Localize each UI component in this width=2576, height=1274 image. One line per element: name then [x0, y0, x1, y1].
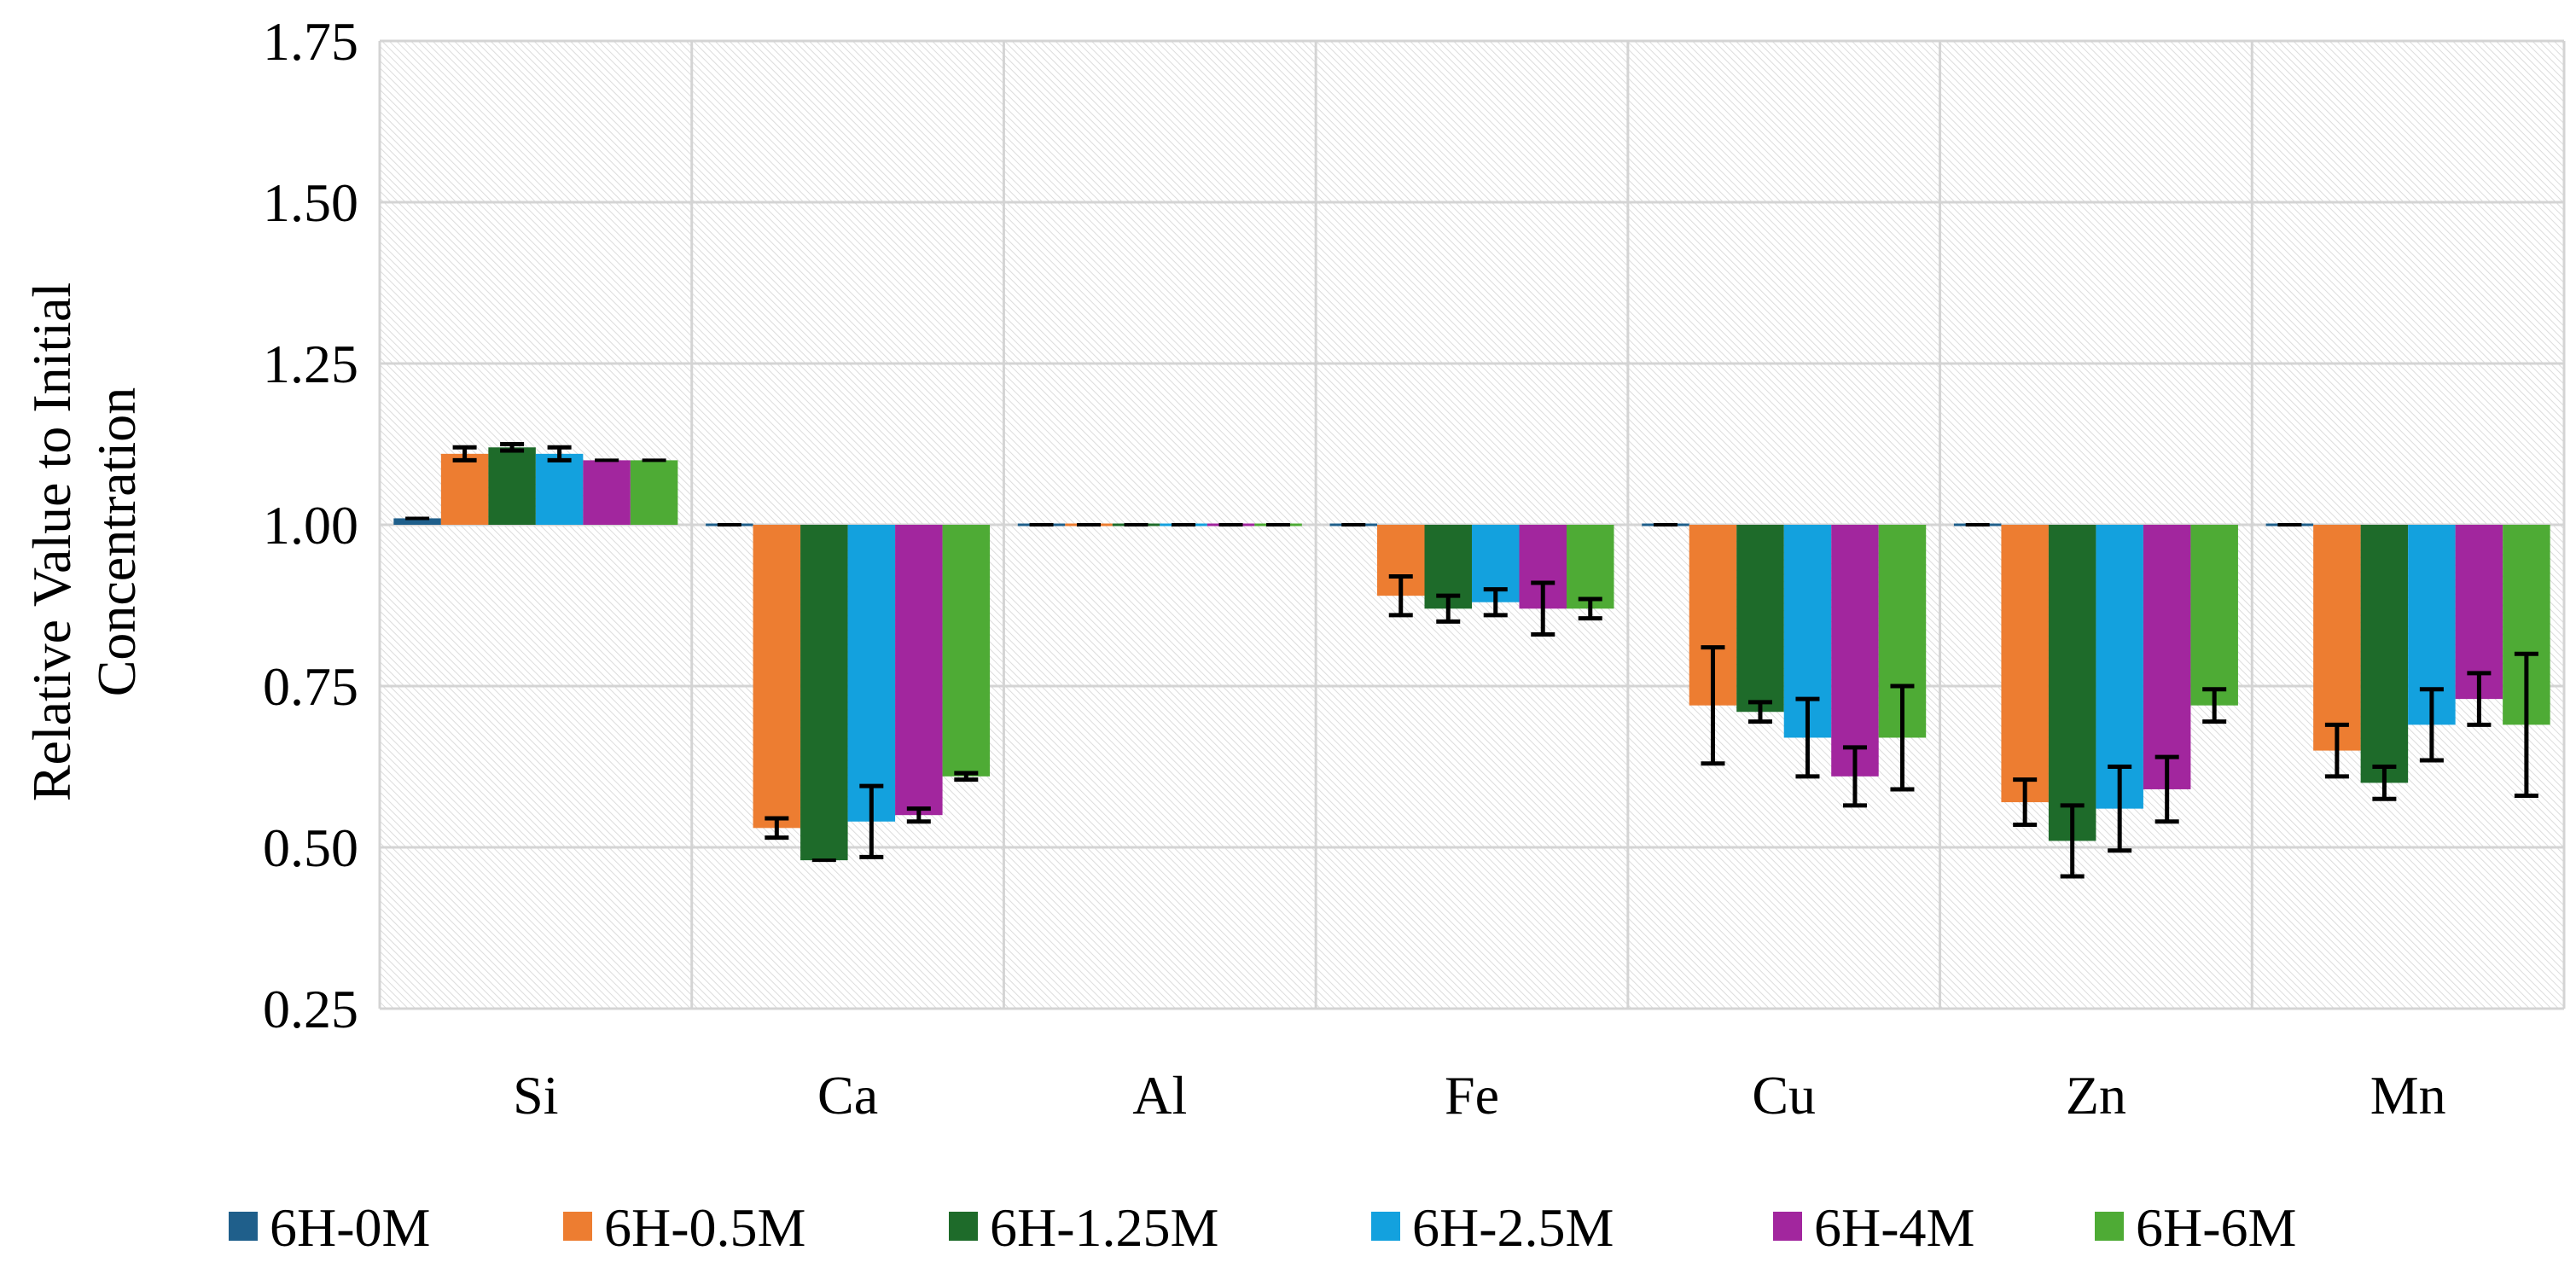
- bar-6H-1.25M-Cu: [1736, 525, 1784, 713]
- legend-label: 6H-6M: [2136, 1197, 2296, 1258]
- bar-6H-4M-Mn: [2455, 525, 2503, 700]
- x-tick-label: Al: [1132, 1065, 1187, 1126]
- legend-swatch: [1371, 1212, 1400, 1241]
- bar-6H-1.25M-Zn: [2048, 525, 2096, 841]
- bar-6H-2.5M-Ca: [847, 525, 896, 822]
- y-tick-label: 1.75: [263, 11, 358, 72]
- x-tick-label: Fe: [1445, 1065, 1499, 1126]
- bar-6H-4M-Si: [583, 460, 631, 525]
- legend-label: 6H-4M: [1814, 1197, 1974, 1258]
- bar-6H-6M-Si: [630, 460, 678, 525]
- bar-6H-0.5M-Zn: [2001, 525, 2049, 803]
- x-tick-label: Si: [513, 1065, 558, 1126]
- legend-label: 6H-0M: [270, 1197, 430, 1258]
- bar-6H-1.25M-Ca: [800, 525, 848, 861]
- bar-6H-2.5M-Zn: [2096, 525, 2143, 809]
- y-axis-label-line-2: Concentration: [86, 387, 147, 697]
- bar-6H-2.5M-Si: [535, 453, 584, 525]
- y-axis-label-line-1: Relative Value to Initial: [21, 282, 82, 801]
- error-bars: [405, 442, 2538, 879]
- x-tick-label: Ca: [817, 1065, 878, 1126]
- legend: 6H-0M 6H-0.5M 6H-1.25M 6H-2.5M 6H-4M 6H-6M: [229, 1197, 2296, 1258]
- bar-6H-1.25M-Si: [488, 447, 536, 525]
- legend-label: 6H-0.5M: [604, 1197, 805, 1258]
- bar-6H-6M-Ca: [942, 525, 991, 777]
- legend-swatch: [2095, 1212, 2124, 1241]
- y-tick-label: 1.25: [263, 334, 358, 394]
- legend-swatch: [1773, 1212, 1802, 1241]
- bar-6H-1.25M-Mn: [2360, 525, 2409, 783]
- y-tick-label: 1.50: [263, 172, 358, 233]
- legend-label: 6H-1.25M: [990, 1197, 1218, 1258]
- y-tick-label: 0.50: [263, 817, 358, 878]
- bar-6H-6M-Fe: [1567, 525, 1614, 609]
- legend-swatch: [229, 1212, 258, 1241]
- x-tick-label: Mn: [2370, 1065, 2446, 1126]
- y-tick-label: 0.25: [263, 979, 358, 1039]
- y-tick-label: 0.75: [263, 656, 358, 717]
- bars: [393, 447, 2550, 861]
- bar-6H-4M-Ca: [895, 525, 943, 816]
- y-tick-label: 1.00: [263, 495, 358, 556]
- bar-6H-6M-Zn: [2190, 525, 2238, 706]
- bar-6H-4M-Cu: [1831, 525, 1879, 777]
- x-tick-label: Cu: [1752, 1065, 1816, 1126]
- grid: [378, 39, 2566, 1010]
- y-axis-ticks: 0.25 0.50 0.75 1.00 1.25 1.50 1.75: [263, 11, 358, 1039]
- x-axis-ticks: Si Ca Al Fe Cu Zn Mn: [513, 1065, 2445, 1126]
- bar-6H-0.5M-Mn: [2313, 525, 2361, 751]
- bar-6H-4M-Zn: [2143, 525, 2191, 789]
- legend-label: 6H-2.5M: [1412, 1197, 1614, 1258]
- bar-6H-0M-Si: [393, 518, 441, 525]
- bar-6H-0.5M-Ca: [753, 525, 801, 829]
- legend-swatch: [949, 1212, 978, 1241]
- x-tick-label: Zn: [2066, 1065, 2126, 1126]
- legend-swatch: [563, 1212, 592, 1241]
- bar-6H-0.5M-Si: [440, 453, 489, 525]
